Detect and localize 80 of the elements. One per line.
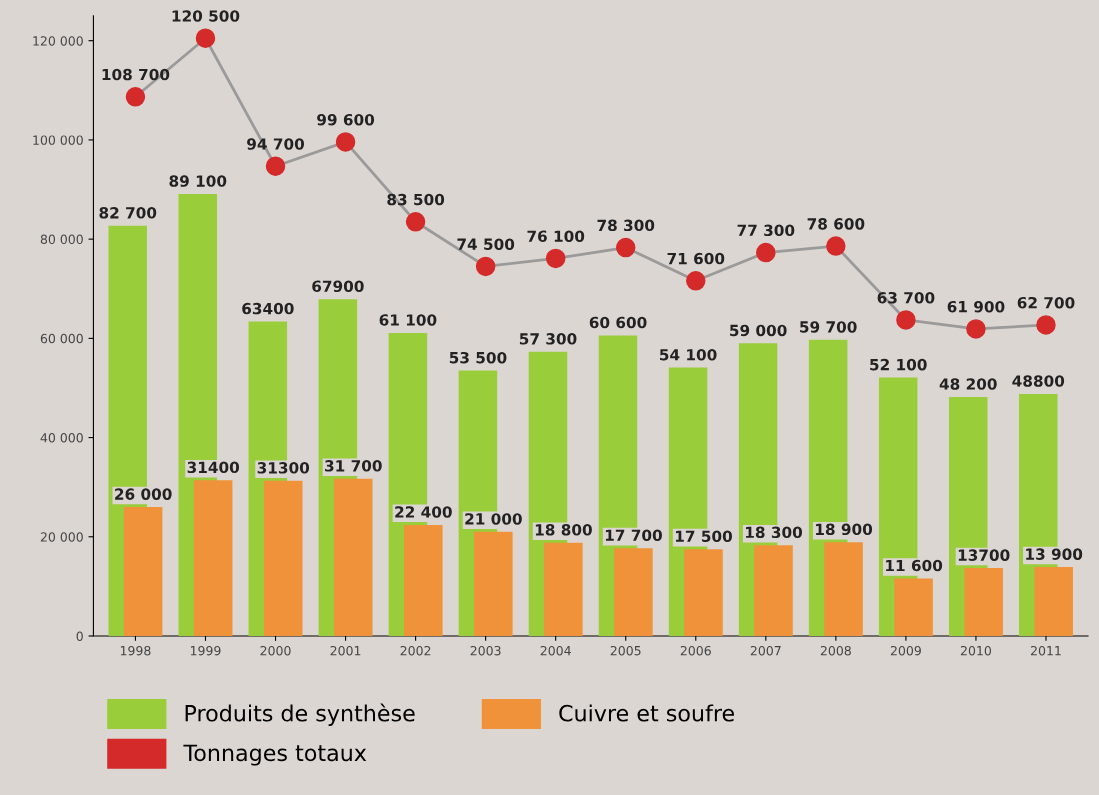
y-tick-label: 20 000 [40,532,83,542]
data-label: 31400 [187,461,240,474]
point [896,310,916,330]
data-label: 108 700 [102,68,170,81]
data-label: 52 100 [870,358,927,371]
data-label: 63 700 [877,291,935,304]
data-label: 78 300 [597,219,655,232]
data-label: 99 600 [317,113,375,126]
y-tick-label: 120 000 [33,36,83,46]
x-tick-label: 2005 [610,645,641,656]
legend-label: Tonnages totaux [183,744,367,766]
point [195,28,216,48]
data-label: 77 300 [737,224,795,237]
legend-label: Cuivre et soufre [559,704,734,722]
data-label: 94 700 [247,138,305,150]
data-label: 13700 [958,549,1010,561]
data-label: 89 100 [169,175,227,187]
data-label: 57 300 [519,333,577,345]
data-label: 61 100 [379,314,437,326]
data-label: 48800 [1012,375,1065,387]
y-tick-label: 0 [76,631,83,641]
data-label: 59 000 [730,324,787,337]
point [475,256,496,277]
data-label: 17 500 [675,530,732,543]
point [686,271,706,291]
x-tick-label: 2004 [540,645,571,656]
x-tick-label: 2002 [400,645,431,656]
data-label: 74 500 [457,238,515,250]
data-label: 61 900 [947,300,1005,313]
data-label: 71 600 [667,252,725,265]
point [616,237,636,258]
x-tick-label: 2009 [890,645,921,656]
x-tick-label: 2001 [330,645,361,656]
data-label: 76 100 [527,230,585,243]
point [125,87,146,107]
data-label: 31 700 [325,460,382,472]
data-label: 17 700 [605,529,662,542]
data-label: 60 600 [589,316,647,329]
data-label: 18 900 [816,523,873,536]
y-tick-label: 100 000 [33,135,83,145]
data-label: 67900 [312,280,364,293]
point [545,248,566,269]
data-label: 11 600 [886,559,943,572]
data-label: 78 600 [807,218,865,230]
data-label: 59 700 [800,321,857,333]
x-tick-label: 1998 [120,645,151,656]
x-tick-label: 2008 [820,645,851,656]
point [756,242,776,263]
data-label: 22 400 [395,506,452,518]
data-label: 54 100 [660,348,717,361]
y-tick-label: 80 000 [40,234,83,245]
point [405,212,426,232]
point [966,319,986,339]
y-tick-label: 40 000 [40,433,83,443]
data-label: 31300 [257,462,310,474]
data-label: 21 000 [465,513,522,525]
data-label: 63400 [242,302,294,315]
data-label: 82 700 [99,207,157,219]
data-label: 18 800 [535,524,592,536]
data-label: 83 500 [387,193,445,206]
y-tick-label: 60 000 [40,333,83,344]
data-label: 48 200 [939,378,997,390]
data-label: 120 500 [172,10,240,22]
point [826,236,846,256]
legend-label: Produits de synthèse [185,703,415,726]
point [265,156,286,176]
data-label: 62 700 [1017,296,1075,309]
x-tick-label: 2003 [470,645,501,656]
x-tick-label: 2000 [260,645,291,656]
data-label: 13 900 [1026,548,1083,560]
data-label: 53 500 [449,351,507,364]
x-tick-label: 1999 [190,645,221,656]
x-tick-label: 2010 [960,645,992,656]
x-tick-label: 2006 [680,645,711,656]
x-tick-label: 2011 [1030,645,1061,656]
point [335,132,356,152]
data-label: 26 000 [115,488,172,500]
point [1036,315,1056,335]
x-tick-label: 2007 [750,645,781,656]
data-label: 18 300 [746,526,803,539]
